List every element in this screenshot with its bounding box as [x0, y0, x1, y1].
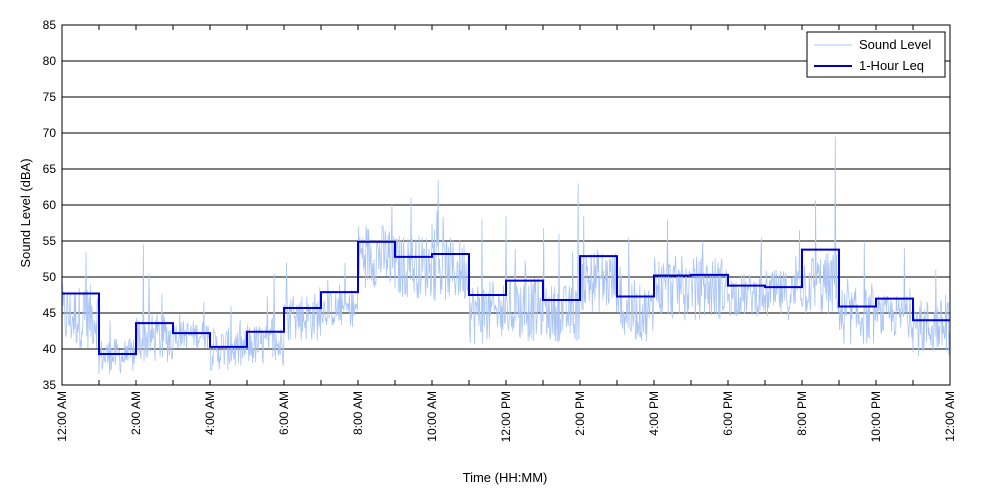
x-tick-label-3: 6:00 AM — [277, 391, 291, 435]
y-tick-label-60: 60 — [43, 198, 57, 212]
series-1-hour-leq-line — [62, 240, 950, 356]
y-tick-label-40: 40 — [43, 342, 57, 356]
x-tick-label-8: 4:00 PM — [647, 391, 661, 436]
legend-box — [806, 31, 946, 78]
x-tick-label-7: 2:00 PM — [573, 391, 587, 436]
x-tick-label-2: 4:00 AM — [203, 391, 217, 435]
x-tick-label-0: 12:00 AM — [55, 391, 69, 442]
series-sound-level-line — [61, 136, 950, 375]
y-axis-title: Sound Level (dBA) — [18, 158, 33, 267]
y-tick-label-65: 65 — [43, 162, 57, 176]
series — [61, 136, 950, 375]
y-axis-ticks: 35 40 45 50 55 60 65 70 75 80 85 — [43, 18, 950, 392]
plot-frame — [61, 24, 951, 386]
y-tick-label-50: 50 — [43, 270, 57, 284]
y-tick-label-75: 75 — [43, 90, 57, 104]
x-axis-ticks: 12:00 AM 2:00 AM 4:00 AM 6:00 AM 8:00 AM 10:0… — [55, 25, 957, 442]
grid-lines — [62, 60, 950, 350]
y-tick-label-35: 35 — [43, 378, 57, 392]
x-tick-label-4: 8:00 AM — [351, 391, 365, 435]
x-tick-label-5: 10:00 AM — [425, 391, 439, 442]
legend-label-sound-level: Sound Level — [859, 37, 931, 52]
y-tick-label-85: 85 — [43, 18, 57, 32]
legend-label-1-hour-leq: 1-Hour Leq — [859, 58, 924, 73]
y-tick-label-70: 70 — [43, 126, 57, 140]
x-tick-label-10: 8:00 PM — [795, 391, 809, 436]
y-tick-label-45: 45 — [43, 306, 57, 320]
legend: Sound Level 1-Hour Leq — [806, 31, 946, 78]
y-tick-label-55: 55 — [43, 234, 57, 248]
x-tick-label-9: 6:00 PM — [721, 391, 735, 436]
x-tick-label-1: 2:00 AM — [129, 391, 143, 435]
x-tick-label-12: 12:00 AM — [943, 391, 957, 442]
x-axis-title: Time (HH:MM) — [463, 470, 548, 485]
x-tick-label-11: 10:00 PM — [869, 391, 883, 442]
y-tick-label-80: 80 — [43, 54, 57, 68]
x-tick-label-6: 12:00 PM — [499, 391, 513, 442]
